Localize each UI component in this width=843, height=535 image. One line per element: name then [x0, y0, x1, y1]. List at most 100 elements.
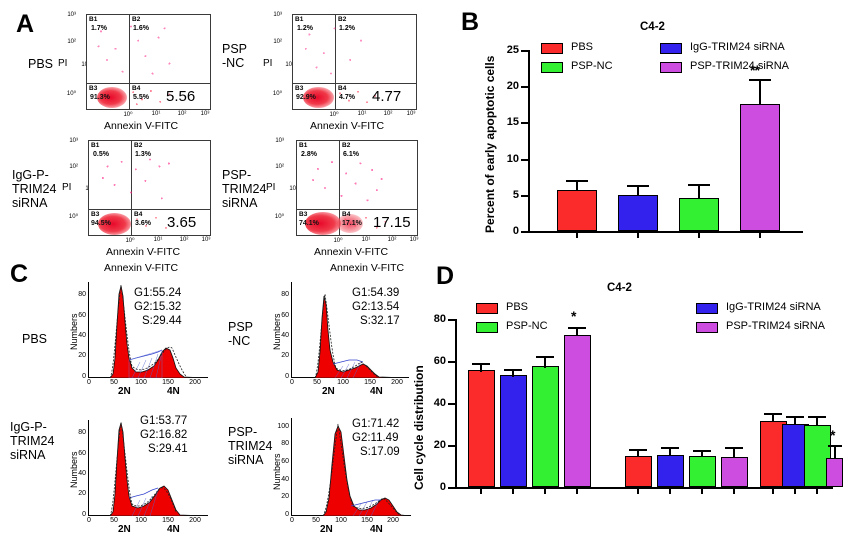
y-tick-label: 25 [506, 44, 519, 56]
quadrant-value: 74.1% [299, 220, 319, 227]
quadrant-value: 1.7% [91, 25, 107, 32]
x-tick: 150 [162, 379, 174, 386]
bar-g1-psp-trim24-sirna [564, 335, 591, 487]
x-tick: 10² [179, 237, 189, 243]
x-tick: 100 [337, 379, 349, 386]
legend-label-igg-trim24-sirna: IgG-TRIM24 siRNA [690, 41, 785, 53]
y-tick: 80 [281, 291, 289, 298]
y-tick: 0 [285, 511, 289, 518]
apoptosis-callout: 4.77 [372, 88, 402, 105]
x-tick: 10³ [201, 237, 211, 243]
quadrant-value: 1.6% [133, 25, 149, 32]
marker-2n: 2N [118, 386, 131, 397]
cellcycle-stat: G2:11.49 [352, 432, 399, 444]
bar-g1-igg-trim24-sirna [500, 375, 527, 487]
x-tick: 10² [177, 111, 187, 117]
panelC-top-axis-label: Annexin V-FITC [104, 262, 179, 274]
marker-4n: 4N [370, 386, 383, 397]
y-tick: 20 [281, 352, 289, 359]
x-tick: 10⁰ [333, 238, 343, 244]
y-tick: 0 [82, 511, 86, 518]
bar-s-psp-nc [689, 456, 716, 487]
legend-swatch-psp-trim24-sirna [696, 322, 718, 333]
x-tick: 10⁰ [125, 238, 135, 244]
cellcycle-stat: S:29.41 [148, 443, 188, 455]
y-tick: 10¹ [285, 62, 294, 68]
bar-psp-nc [679, 198, 719, 231]
legend-swatch-psp-nc [476, 322, 498, 333]
quadrant-label: B4 [338, 85, 347, 92]
y-tick: 10² [275, 164, 284, 170]
significance-marker-g1-psp-trim24: * [571, 308, 577, 324]
marker-2n: 2N [322, 386, 335, 397]
legend-label-psp-nc: PSP-NC [571, 60, 613, 72]
legend-label-pbs: PBS [506, 301, 529, 313]
x-tick: 10⁰ [329, 112, 339, 118]
quadrant-label: B4 [134, 211, 143, 218]
x-tick: 0 [290, 517, 294, 524]
legend-swatch-pbs [476, 303, 498, 314]
panelA-row-label-pbs: PBS [28, 57, 54, 71]
y-tick-label: 80 [433, 313, 446, 325]
pi-axis-label: PI [58, 58, 68, 69]
y-tick-label: 40 [433, 397, 446, 409]
legend-label-psp-nc: PSP-NC [506, 320, 548, 332]
significance-marker-g2-psp-trim24: * [830, 427, 836, 443]
y-tick: 20 [78, 490, 86, 497]
quadrant-label: B2 [134, 142, 143, 149]
x-tick: 150 [361, 517, 373, 524]
x-tick: 10⁰ [123, 112, 133, 118]
y-tick: 80 [78, 429, 86, 436]
histogram-curve-pbs [88, 284, 208, 378]
legend-label-pbs: PBS [571, 41, 594, 53]
legend-swatch-igg-trim24-sirna [696, 303, 718, 314]
x-tick: 200 [391, 379, 403, 386]
cellcycle-stat: S:29.44 [142, 315, 182, 327]
histogram-curve-psp-nc [291, 293, 409, 378]
marker-2n: 2N [320, 524, 333, 535]
x-tick: 150 [162, 517, 174, 524]
pi-axis-label: PI [266, 182, 276, 193]
quadrant-value: 94.5% [91, 220, 111, 227]
quadrant-label: B1 [91, 142, 100, 149]
y-tick: 0 [285, 373, 289, 380]
x-axis-line [528, 231, 803, 233]
panelC-row-label-pbs: PBS [22, 332, 48, 346]
legend-label-igg-trim24-sirna: IgG-TRIM24 siRNA [726, 301, 821, 313]
apoptosis-callout: 17.15 [373, 214, 411, 231]
x-axis-label: Annexin V-FITC [310, 120, 385, 132]
x-axis-line [455, 487, 833, 489]
y-tick-label: 20 [506, 80, 519, 92]
cellcycle-stat: G1:54.39 [352, 287, 400, 299]
quadrant-label: B4 [132, 85, 141, 92]
panelA-row-label-psp-trim24-sirna: PSP- TRIM24 siRNA [222, 168, 267, 210]
y-tick-label: 5 [512, 189, 519, 201]
y-tick: 10³ [275, 138, 284, 144]
cellcycle-stat: G2:15.32 [134, 301, 182, 313]
y-tick: 20 [78, 352, 86, 359]
y-tick: 100 [277, 423, 289, 430]
y-tick: 10⁰ [68, 214, 78, 220]
x-axis-label: Annexin V-FITC [104, 120, 179, 132]
panel-letter-c: C [10, 260, 29, 288]
histogram-curve-igg [88, 421, 208, 516]
quadrant-value: 17.1% [342, 220, 362, 227]
y-tick: 10³ [273, 12, 282, 18]
x-tick: 200 [189, 379, 201, 386]
quadrant-value: 1.2% [339, 25, 355, 32]
quadrant-label: B1 [295, 16, 304, 23]
panel-letter-b: B [461, 8, 480, 36]
y-tick: 10³ [69, 138, 78, 144]
x-tick: 10³ [406, 111, 416, 117]
x-tick: 50 [312, 517, 320, 524]
x-tick: 10¹ [151, 111, 161, 117]
x-tick: 150 [364, 379, 376, 386]
y-tick: 40 [281, 332, 289, 339]
y-tick: 10⁰ [272, 91, 282, 97]
marker-4n: 4N [167, 386, 180, 397]
legend-swatch-pbs [541, 43, 563, 54]
panelC-row-label-psp-nc: PSP -NC [228, 320, 254, 348]
significance-marker-psp-trim24: ** [750, 62, 760, 78]
x-tick: 10³ [409, 237, 419, 243]
x-tick: 10³ [200, 111, 210, 117]
